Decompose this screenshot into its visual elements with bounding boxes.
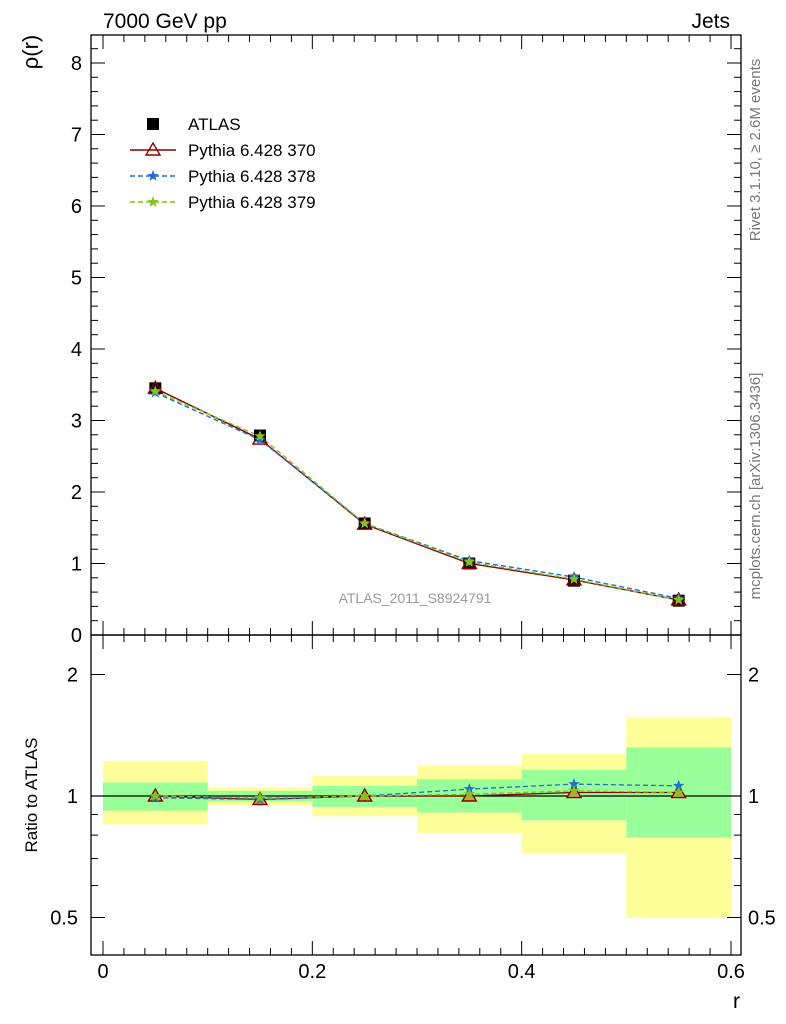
main-marker-370: [461, 555, 478, 570]
ratio-line-370: [155, 791, 679, 801]
main-marker-379: [463, 556, 476, 567]
main-y-tick-label: 5: [71, 268, 82, 290]
main-y-axis-label: ρ(r): [18, 35, 43, 70]
x-tick-label: 0: [97, 961, 108, 983]
ratio-frame: [90, 634, 742, 956]
ratio-line-378: [155, 783, 679, 801]
x-tick-label: 0.4: [508, 961, 536, 983]
ratio-marker-379: [463, 788, 476, 800]
legend-marker: [144, 141, 162, 156]
main-y-tick-label: 1: [71, 554, 82, 576]
header-process: Jets: [691, 10, 730, 33]
main-y-tick-label: 0: [71, 625, 82, 647]
header-energy: 7000 GeV pp: [103, 10, 227, 33]
ratio-marker-379: [149, 790, 162, 801]
legend: ATLAS Pythia 6.428 370 Pythia 6.428 378 Pyt…: [130, 115, 316, 212]
ratio-y-tick-label-right: 2: [748, 665, 759, 687]
legend-marker: [147, 170, 159, 181]
ratio-y-tick-label: 0.5: [50, 908, 78, 930]
legend-entry: Pythia 6.428 370: [188, 141, 316, 160]
main-y-tick-label: 4: [71, 339, 82, 361]
legend-marker: [147, 196, 159, 207]
ratio-y-tick-label: 1: [67, 786, 78, 808]
rivet-side-label: Rivet 3.1.10, ≥ 2.6M events: [747, 59, 764, 242]
main-marker-378: [254, 433, 266, 445]
main-marker-379: [254, 430, 266, 442]
x-tick-label: 0.6: [717, 961, 745, 983]
main-line-378: [155, 391, 679, 600]
ratio-marker-379: [254, 791, 266, 803]
x-tick-label: 0.2: [298, 961, 326, 983]
ratio-y-tick-label-right: 1: [748, 786, 759, 808]
ratio-marker-379: [568, 784, 580, 796]
analysis-watermark: ATLAS_2011_S8924791: [339, 590, 492, 606]
ratio-y-tick-label-right: 0.5: [748, 908, 776, 930]
ratio-line-379: [155, 790, 679, 799]
tick-labels: 0 1 2 3 4 5 6 7 8 0 0.2 0.4 0.6 0.5 0.5 1 1 2 2: [50, 53, 776, 983]
main-marker-379: [149, 385, 162, 397]
ratio-uncertainty-bands: [103, 716, 731, 918]
ratio-y-tick-label: 2: [67, 665, 78, 687]
ratio-marker-379: [358, 790, 371, 801]
main-line-370: [154, 387, 679, 601]
main-marker-379: [568, 573, 580, 585]
ratio-marker-378: [672, 779, 685, 791]
ratio-y-axis-label: Ratio to ATLAS: [22, 738, 41, 853]
main-y-tick-label: 6: [71, 196, 82, 218]
legend-entry: Pythia 6.428 378: [188, 167, 316, 186]
mcplots-side-label: mcplots.cern.ch [arXiv:1306.3436]: [747, 373, 764, 600]
legend-entry: Pythia 6.428 379: [188, 193, 316, 212]
main-y-tick-label: 2: [71, 482, 82, 504]
legend-marker: [147, 118, 159, 130]
series-markers: [147, 379, 687, 806]
main-marker-379: [358, 517, 371, 529]
main-marker-379: [672, 593, 685, 605]
ratio-marker-378: [568, 778, 580, 789]
series-lines: [154, 387, 679, 801]
legend-entry: ATLAS: [188, 115, 241, 134]
main-y-tick-label: 8: [71, 53, 82, 75]
main-y-tick-label: 7: [71, 125, 82, 147]
axis-ticks: [91, 35, 741, 955]
x-axis-label: r: [733, 990, 740, 1013]
main-y-tick-label: 3: [71, 411, 82, 433]
ratio-marker-379: [672, 786, 685, 798]
main-line-379: [155, 390, 679, 601]
